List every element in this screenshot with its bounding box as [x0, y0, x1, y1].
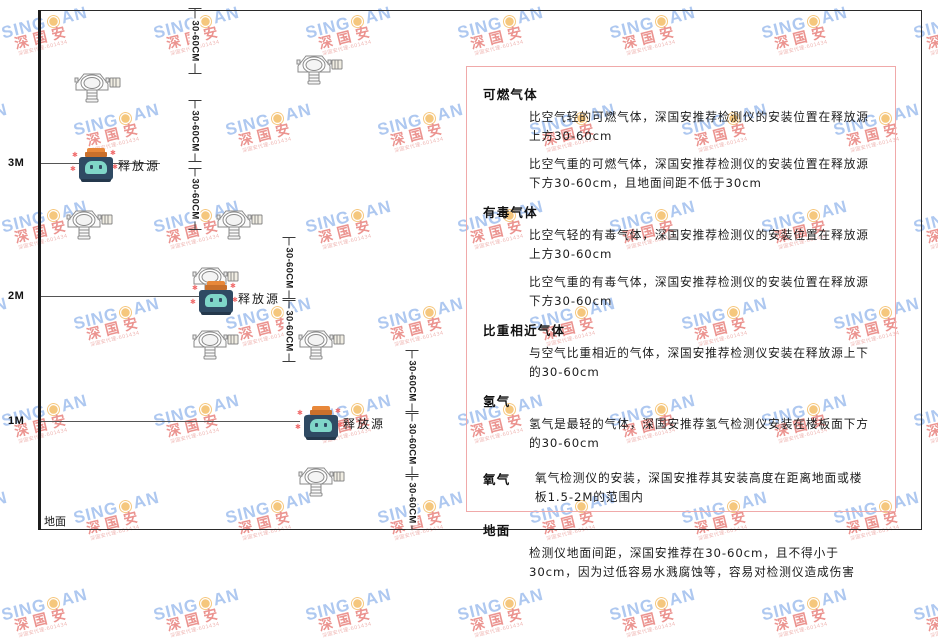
- gas-detector-icon: [70, 68, 126, 113]
- gas-detector-icon: [62, 205, 118, 250]
- section-paragraph: 检测仪地面间距，深国安推荐在30-60cm，且不得小于30cm，因为过低容易水溅…: [529, 546, 855, 579]
- release-source-icon: ✱ ✱ ✱ ✱: [190, 281, 238, 315]
- panel-section: 氧气 氧气检测仪的安装，深国安推荐其安装高度在距离地面或楼板1.5-2M的范围内: [483, 462, 881, 513]
- dimension-label: 30-60CM: [189, 176, 201, 222]
- section-paragraph: 比空气重的有毒气体，深国安推荐检测仪的安装位置在释放源下方30-60cm: [529, 275, 869, 308]
- dimension-line: 30-60CM: [397, 350, 427, 412]
- dimension-label: 30-60CM: [283, 245, 295, 291]
- dimension-line: 30-60CM: [274, 300, 304, 362]
- axis-label-3m: 3M: [8, 157, 25, 169]
- axis-label-2m: 2M: [8, 290, 25, 302]
- section-paragraph: 比空气重的可燃气体，深国安推荐检测仪的安装位置在释放源下方30-60cm，且地面…: [529, 157, 869, 190]
- section-paragraph: 氧气检测仪的安装，深国安推荐其安装高度在距离地面或楼板1.5-2M的范围内: [535, 471, 863, 504]
- gas-detector-icon: [294, 462, 350, 507]
- section-title: 有毒气体: [483, 205, 538, 220]
- level-line: [40, 296, 220, 297]
- section-paragraph: 与空气比重相近的气体，深国安推荐检测仪安装在释放源上下的30-60cm: [529, 346, 869, 379]
- release-source-label: 释放源: [238, 292, 281, 306]
- dimension-label: 30-60CM: [189, 18, 201, 64]
- section-paragraph: 比空气轻的可燃气体，深国安推荐检测仪的安装位置在释放源上方30-60cm: [529, 110, 869, 143]
- gas-detector-icon: [294, 325, 350, 370]
- section-paragraph: 氢气是最轻的气体，深国安推荐氢气检测仪安装在楼板面下方的30-60cm: [529, 417, 869, 450]
- dimension-label: 30-60CM: [283, 308, 295, 354]
- section-paragraph: 比空气轻的有毒气体，深国安推荐检测仪的安装位置在释放源上方30-60cm: [529, 228, 869, 261]
- section-title: 氢气: [483, 394, 511, 409]
- recommendation-panel: 可燃气体比空气轻的可燃气体，深国安推荐检测仪的安装位置在释放源上方30-60cm…: [466, 66, 896, 579]
- panel-section: 有毒气体比空气轻的有毒气体，深国安推荐检测仪的安装位置在释放源上方30-60cm…: [483, 202, 881, 311]
- panel-section: 氢气氢气是最轻的气体，深国安推荐氢气检测仪安装在楼板面下方的30-60cm: [483, 391, 881, 453]
- section-title: 氧气: [483, 472, 511, 487]
- release-source-label: 释放源: [118, 159, 161, 173]
- dimension-label: 30-60CM: [406, 421, 418, 467]
- section-title: 比重相近气体: [483, 323, 566, 338]
- dimension-label: 30-60CM: [189, 108, 201, 154]
- section-title: 地面: [483, 523, 511, 538]
- dimension-line: 30-60CM: [180, 100, 210, 162]
- release-source-icon: ✱ ✱ ✱ ✱: [295, 406, 343, 440]
- panel-section: 比重相近气体与空气比重相近的气体，深国安推荐检测仪安装在释放源上下的30-60c…: [483, 320, 881, 382]
- axis-label-1m: 1M: [8, 415, 25, 427]
- gas-detector-icon: [188, 325, 244, 370]
- ground-label: 地面: [44, 515, 66, 528]
- release-source-label: 释放源: [343, 417, 386, 431]
- release-source-icon: ✱ ✱ ✱ ✱: [70, 148, 118, 182]
- level-line: [40, 421, 300, 422]
- panel-section: 地面检测仪地面间距，深国安推荐在30-60cm，且不得小于30cm，因为过低容易…: [483, 520, 881, 582]
- dimension-line: 30-60CM: [274, 237, 304, 299]
- dimension-line: 30-60CM: [397, 476, 427, 530]
- dimension-line: 30-60CM: [180, 168, 210, 230]
- section-title: 可燃气体: [483, 87, 538, 102]
- dimension-label: 30-60CM: [406, 480, 418, 526]
- gas-detector-icon: [292, 50, 348, 95]
- dimension-label: 30-60CM: [406, 358, 418, 404]
- dimension-line: 30-60CM: [397, 413, 427, 475]
- dimension-line: 30-60CM: [180, 8, 210, 74]
- panel-section: 可燃气体比空气轻的可燃气体，深国安推荐检测仪的安装位置在释放源上方30-60cm…: [483, 84, 881, 193]
- vertical-axis: [38, 10, 41, 530]
- gas-detector-icon: [212, 205, 268, 250]
